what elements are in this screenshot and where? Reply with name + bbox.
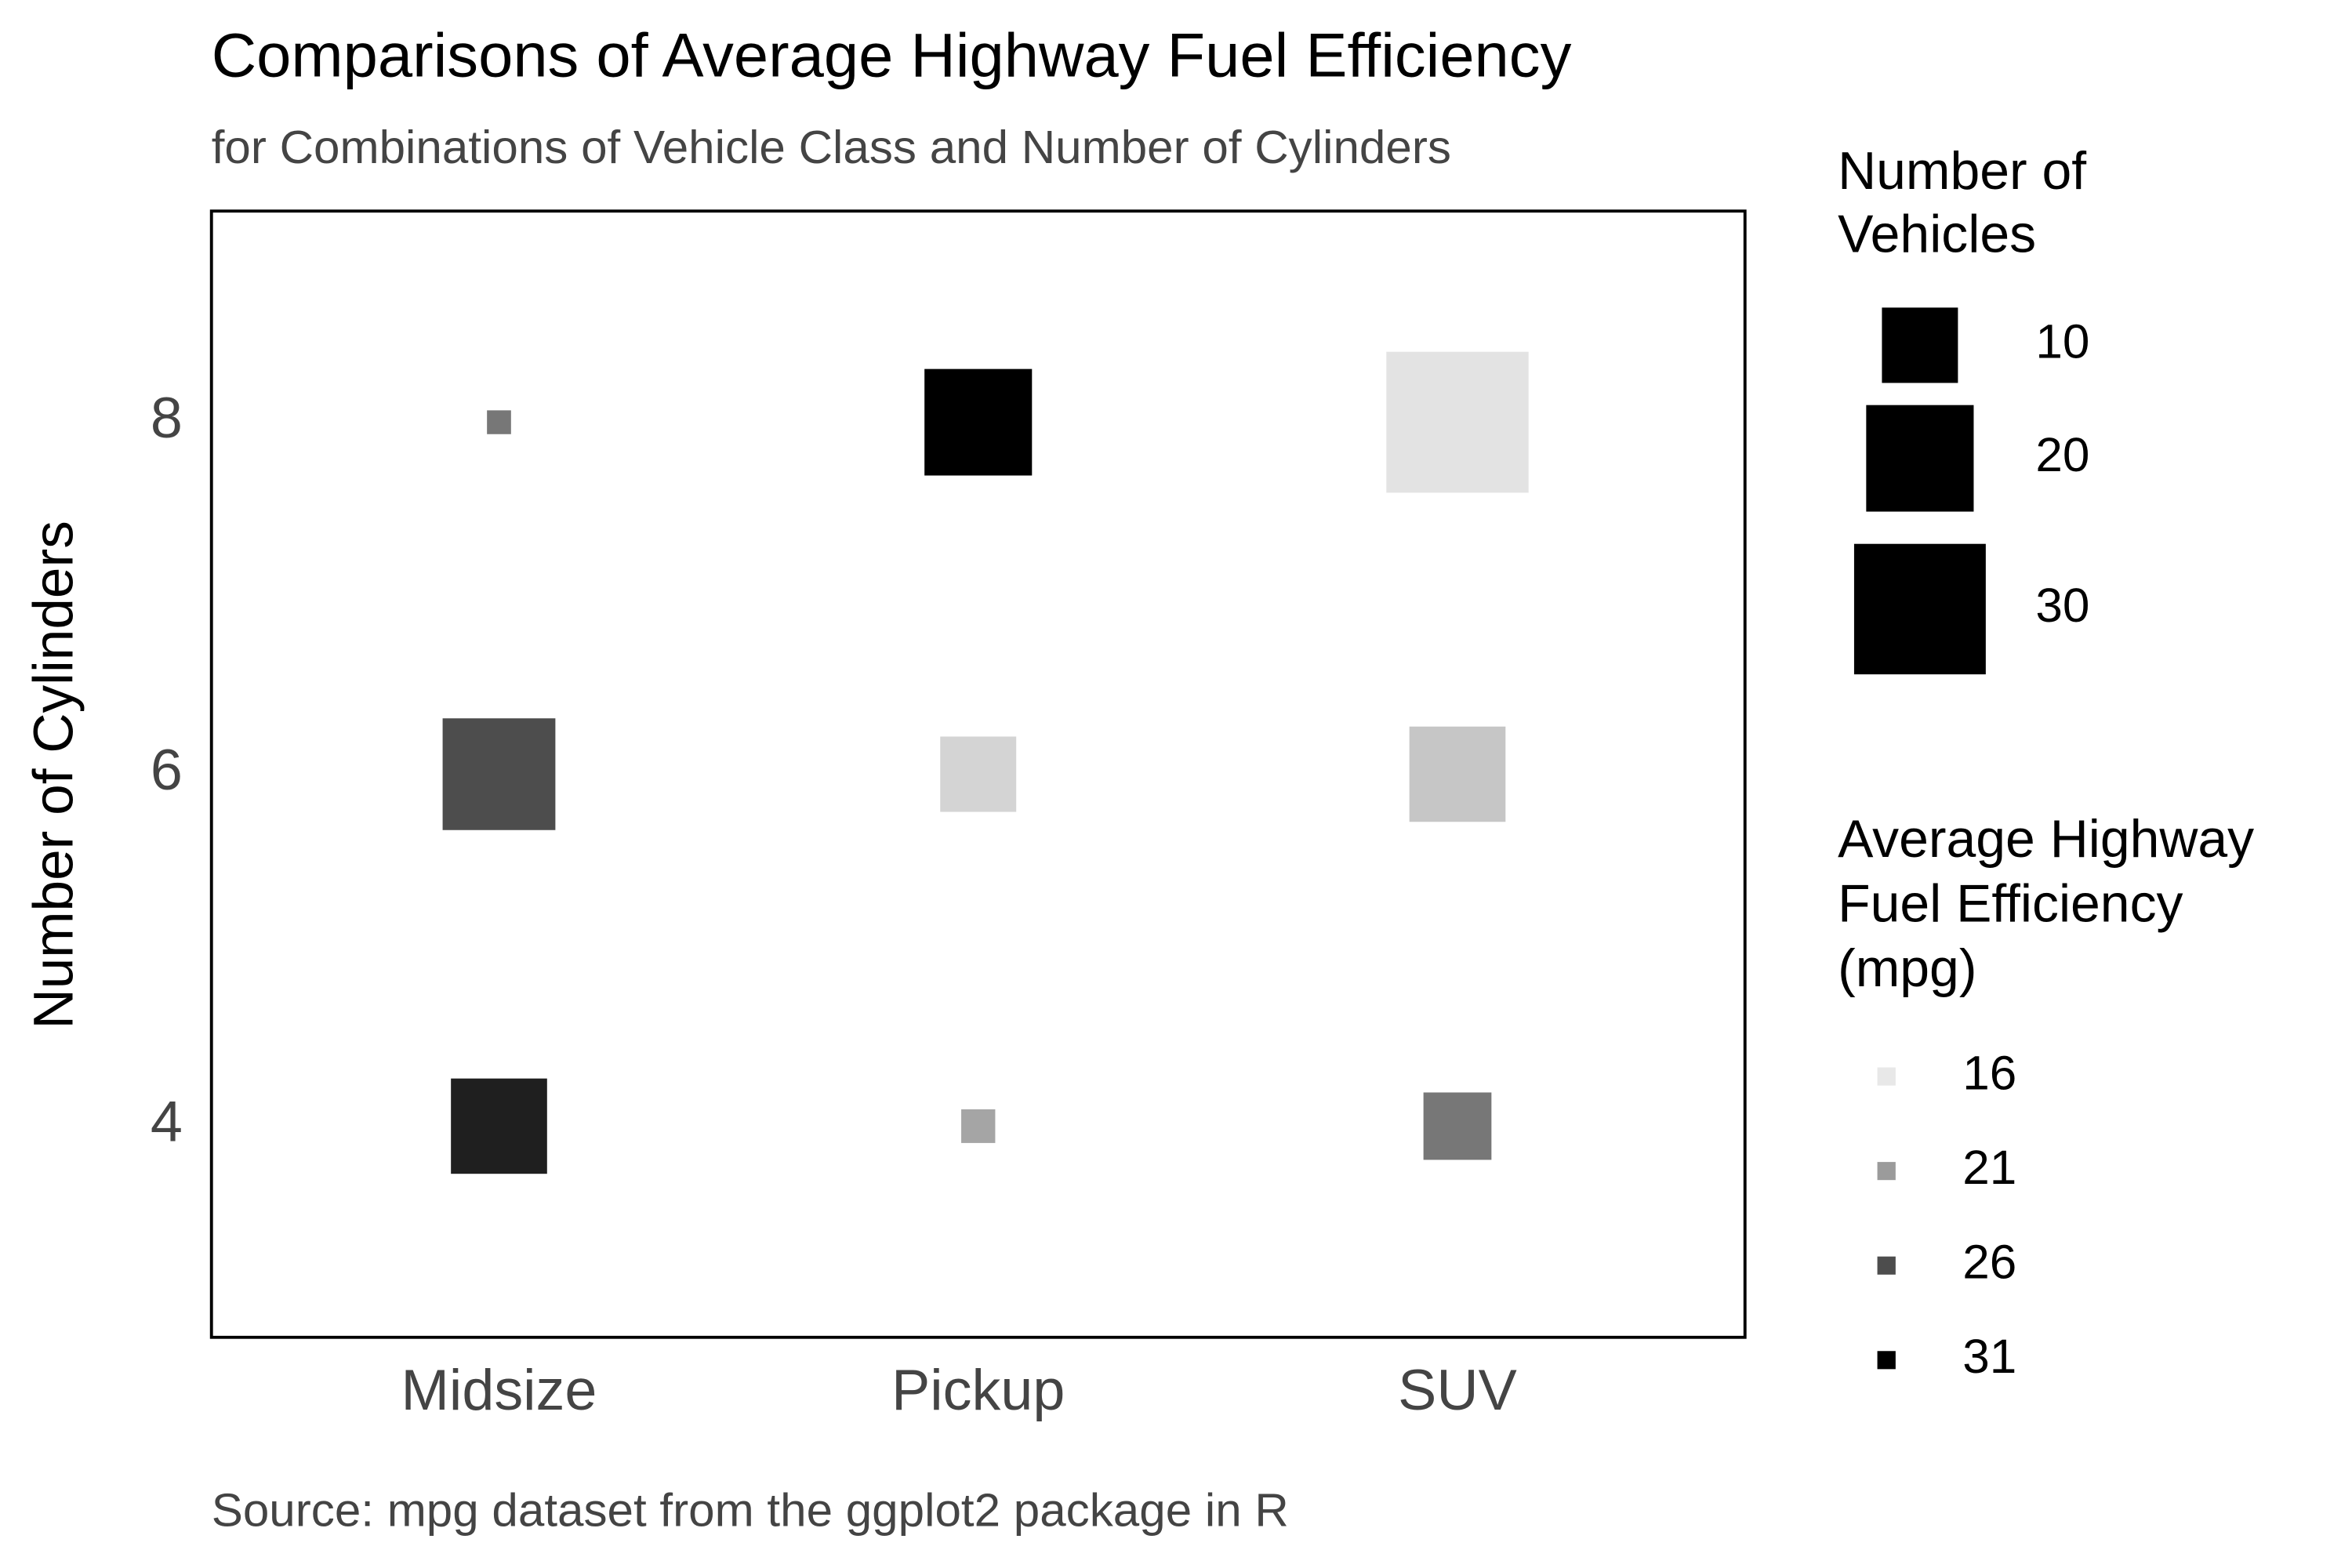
color-legend-label: 21 bbox=[1962, 1141, 2016, 1195]
point bbox=[940, 736, 1017, 812]
color-legend-label: 31 bbox=[1962, 1330, 2016, 1384]
size-legend-label: 30 bbox=[2035, 579, 2089, 633]
size-legend-key bbox=[1853, 543, 1986, 675]
chart-title: Comparisons of Average Highway Fuel Effi… bbox=[212, 20, 1572, 90]
size-legend-label: 20 bbox=[2035, 428, 2089, 482]
size-legend-title: Number of bbox=[1838, 142, 2086, 201]
point bbox=[961, 1109, 996, 1143]
color-legend-key bbox=[1877, 1351, 1896, 1370]
color-legend-title: Fuel Efficiency bbox=[1838, 875, 2183, 934]
y-tick-label: 6 bbox=[151, 738, 183, 802]
point bbox=[1423, 1092, 1492, 1160]
point bbox=[1409, 726, 1506, 822]
size-legend-key bbox=[1866, 405, 1974, 512]
color-legend-label: 26 bbox=[1962, 1236, 2016, 1290]
chart-subtitle: for Combinations of Vehicle Class and Nu… bbox=[212, 121, 1451, 173]
y-tick-label: 8 bbox=[151, 386, 183, 450]
x-tick-label: Pickup bbox=[891, 1358, 1065, 1422]
panel-border bbox=[209, 209, 1747, 1339]
size-legend-title: Vehicles bbox=[1838, 205, 2036, 264]
color-legend-key bbox=[1877, 1067, 1896, 1086]
point bbox=[487, 410, 511, 434]
color-legend-title: Average Highway bbox=[1838, 810, 2254, 869]
caption: Source: mpg dataset from the ggplot2 pac… bbox=[212, 1484, 1289, 1537]
point bbox=[924, 368, 1033, 476]
y-axis-title: Number of Cylinders bbox=[22, 521, 85, 1029]
color-legend-title: (mpg) bbox=[1838, 939, 1976, 998]
x-tick-label: SUV bbox=[1398, 1358, 1517, 1422]
color-legend-key bbox=[1877, 1256, 1896, 1275]
point bbox=[1386, 351, 1529, 493]
point bbox=[442, 718, 556, 830]
color-legend-label: 16 bbox=[1962, 1047, 2016, 1101]
size-legend-label: 10 bbox=[2035, 315, 2089, 369]
x-tick-label: Midsize bbox=[401, 1358, 597, 1422]
size-legend-key bbox=[1882, 307, 1958, 383]
point bbox=[451, 1078, 547, 1174]
y-tick-label: 4 bbox=[151, 1090, 183, 1154]
color-legend-key bbox=[1877, 1162, 1896, 1181]
